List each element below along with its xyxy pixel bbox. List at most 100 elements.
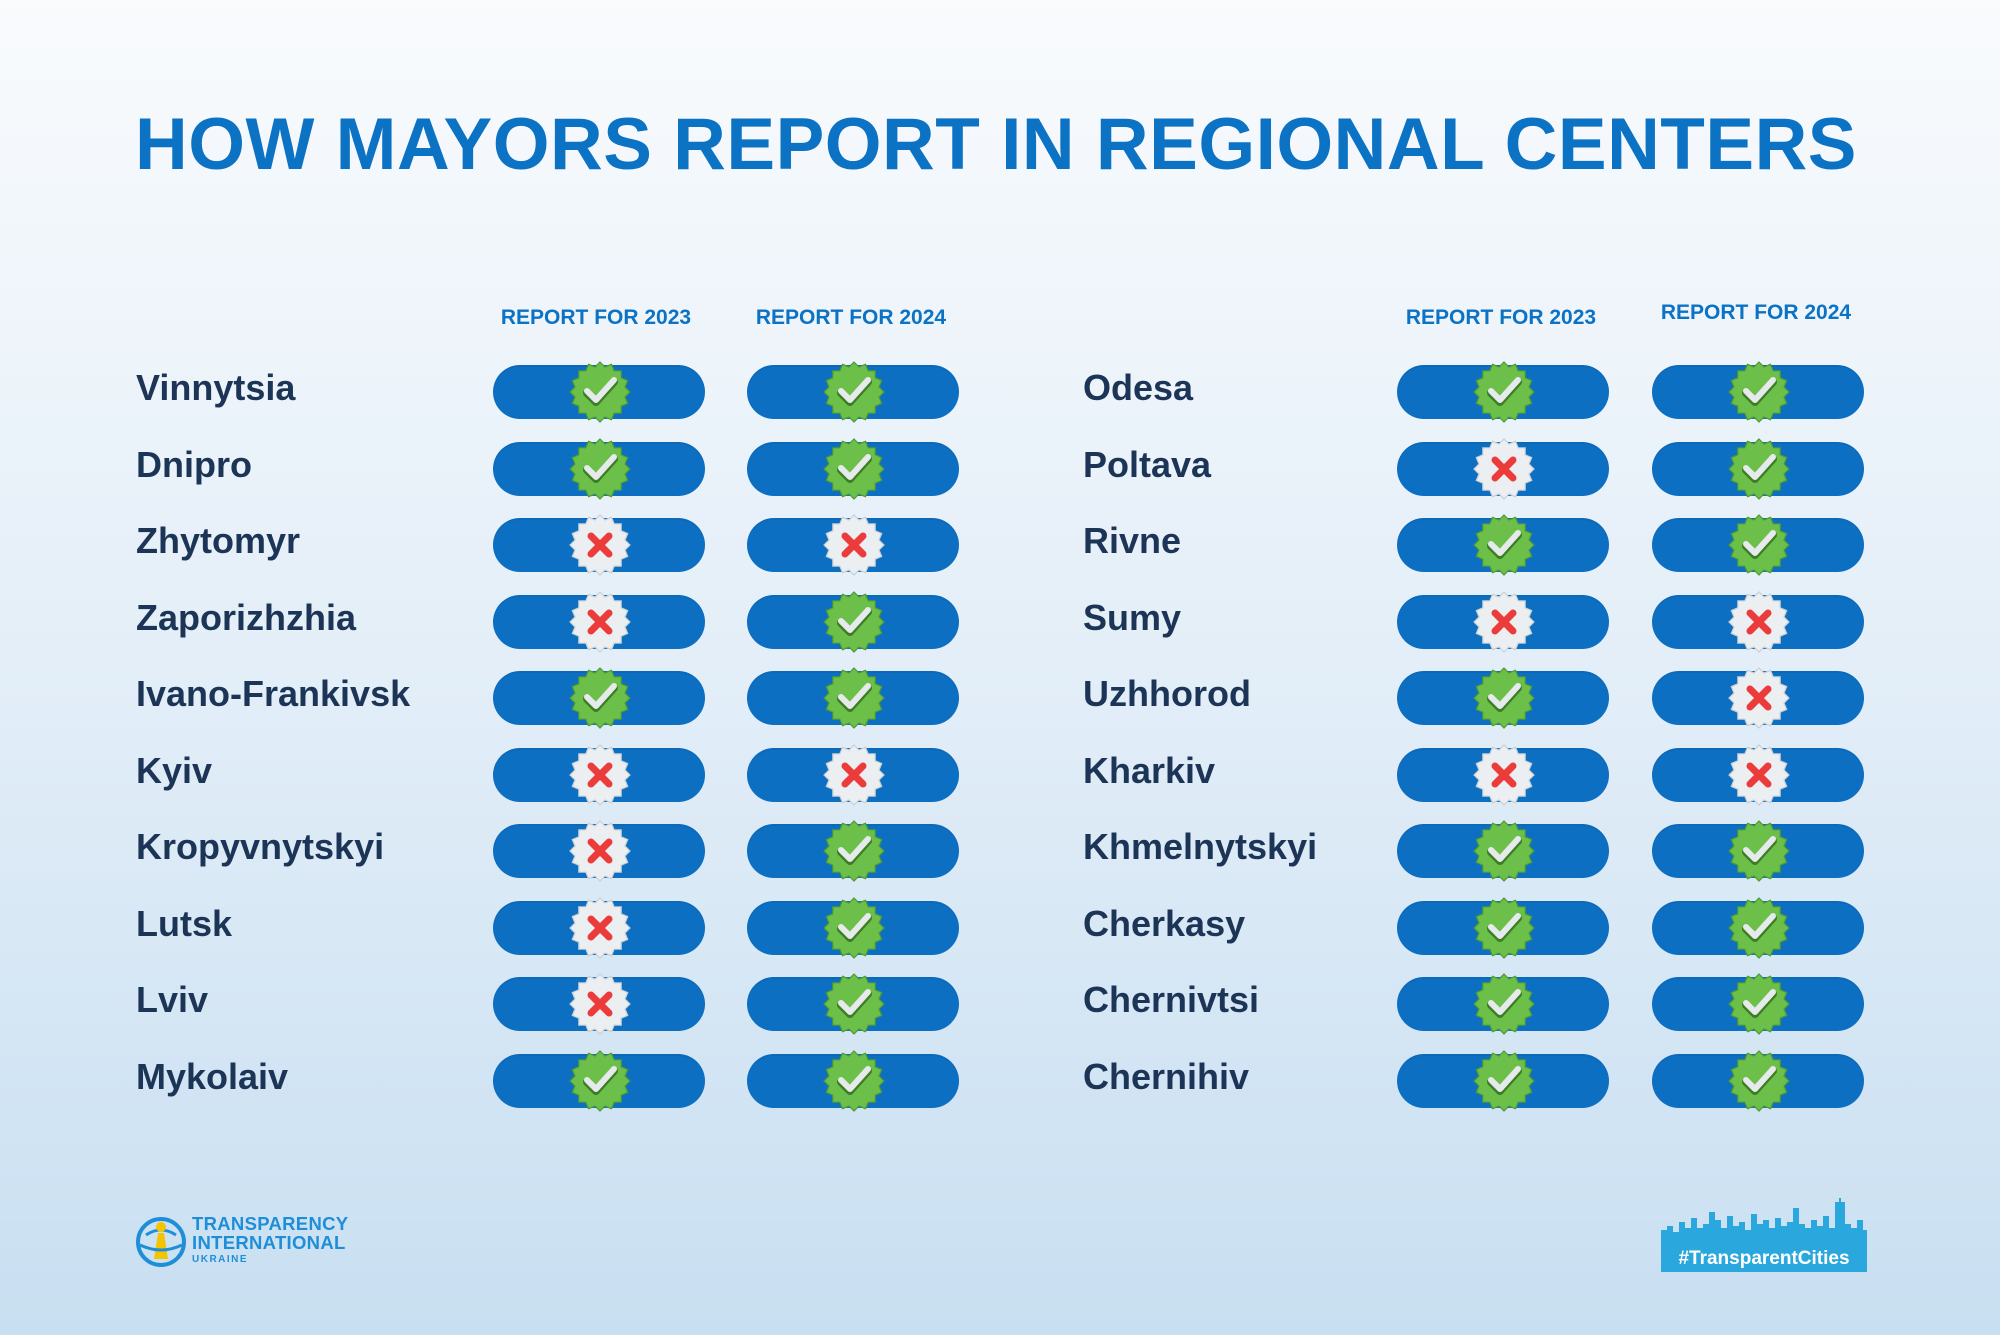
red-cross-badge-icon <box>568 972 632 1036</box>
report-status-2023 <box>493 667 705 729</box>
report-status-2024 <box>747 1049 959 1112</box>
transparency-international-logo: TRANSPARENCY INTERNATIONAL UKRAINE <box>136 1213 376 1271</box>
green-check-badge-icon <box>822 819 886 883</box>
green-check-badge-icon <box>822 666 886 730</box>
city-name: Vinnytsia <box>136 367 296 408</box>
report-status-2023 <box>1397 437 1609 500</box>
red-cross-badge-icon <box>1472 590 1536 654</box>
city-name: Rivne <box>1083 520 1182 561</box>
green-check-badge-icon <box>1727 972 1791 1036</box>
report-status-2023 <box>1397 514 1609 576</box>
city-name: Lutsk <box>136 902 233 944</box>
green-check-badge-icon <box>822 437 886 501</box>
green-check-badge-icon <box>1472 819 1536 883</box>
report-status-2024 <box>747 896 959 959</box>
city-name: Kropyvnytskyi <box>136 826 385 867</box>
report-status-2023 <box>493 437 705 500</box>
green-check-badge-icon <box>1472 1049 1536 1113</box>
report-status-2024 <box>1652 820 1864 882</box>
red-cross-badge-icon <box>568 743 632 807</box>
city-name: Mykolaiv <box>136 1055 289 1097</box>
report-status-2023 <box>493 590 705 653</box>
red-cross-badge-icon <box>1472 437 1536 501</box>
report-status-2024 <box>747 361 959 423</box>
city-name: Cherkasy <box>1083 902 1246 944</box>
green-check-badge-icon <box>1727 437 1791 501</box>
green-check-badge-icon <box>1727 360 1791 424</box>
report-status-2024 <box>747 743 959 806</box>
green-check-badge-icon <box>822 896 886 960</box>
city-name: Sumy <box>1083 596 1182 638</box>
report-status-2024 <box>1652 1049 1864 1112</box>
red-cross-badge-icon <box>568 513 632 577</box>
report-status-2024 <box>747 973 959 1035</box>
green-check-badge-icon <box>568 666 632 730</box>
report-status-2023 <box>493 820 705 882</box>
red-cross-badge-icon <box>1727 743 1791 807</box>
report-status-2023 <box>1397 361 1609 423</box>
report-status-2023 <box>1397 667 1609 729</box>
report-status-2024 <box>1652 590 1864 653</box>
green-check-badge-icon <box>1727 896 1791 960</box>
red-cross-badge-icon <box>568 590 632 654</box>
report-status-2023 <box>1397 743 1609 806</box>
green-check-badge-icon <box>1472 896 1536 960</box>
green-check-badge-icon <box>1727 1049 1791 1113</box>
report-status-2023 <box>1397 973 1609 1035</box>
city-name: Lviv <box>136 979 209 1020</box>
ti-logo-line3: UKRAINE <box>192 1254 249 1265</box>
green-check-badge-icon <box>1727 819 1791 883</box>
page-title: HOW MAYORS REPORT IN REGIONAL CENTERS <box>135 104 1857 185</box>
report-status-2023 <box>1397 1049 1609 1112</box>
report-status-2024 <box>1652 896 1864 959</box>
column-header-left-2023: REPORT FOR 2023 <box>500 306 692 329</box>
city-name: Dnipro <box>136 443 252 485</box>
report-status-2024 <box>1652 973 1864 1035</box>
report-status-2023 <box>493 514 705 576</box>
report-status-2024 <box>1652 743 1864 806</box>
report-status-2024 <box>1652 361 1864 423</box>
red-cross-badge-icon <box>822 513 886 577</box>
city-name: Odesa <box>1083 367 1194 408</box>
transparent-cities-logo: #TransparentCities <box>1661 1198 1867 1272</box>
report-status-2023 <box>1397 590 1609 653</box>
red-cross-badge-icon <box>1727 666 1791 730</box>
report-status-2023 <box>1397 820 1609 882</box>
green-check-badge-icon <box>822 1049 886 1113</box>
green-check-badge-icon <box>1727 513 1791 577</box>
green-check-badge-icon <box>1472 666 1536 730</box>
city-name: Uzhhorod <box>1083 673 1251 714</box>
red-cross-badge-icon <box>568 819 632 883</box>
report-status-2023 <box>493 973 705 1035</box>
green-check-badge-icon <box>822 590 886 654</box>
report-status-2023 <box>1397 896 1609 959</box>
city-name: Khmelnytskyi <box>1083 826 1318 867</box>
green-check-badge-icon <box>568 1049 632 1113</box>
report-status-2023 <box>493 1049 705 1112</box>
red-cross-badge-icon <box>568 896 632 960</box>
green-check-badge-icon <box>568 437 632 501</box>
city-name: Poltava <box>1083 443 1212 485</box>
city-skyline-icon <box>1661 1198 1867 1248</box>
city-name: Zhytomyr <box>136 520 301 561</box>
green-check-badge-icon <box>822 972 886 1036</box>
transparent-cities-hashtag: #TransparentCities <box>1661 1245 1867 1272</box>
city-name: Ivano-Frankivsk <box>136 673 411 714</box>
report-status-2024 <box>1652 437 1864 500</box>
report-status-2024 <box>747 820 959 882</box>
ti-logo-line2: INTERNATIONAL <box>192 1232 346 1253</box>
city-name: Zaporizhzhia <box>136 596 357 638</box>
red-cross-badge-icon <box>1472 743 1536 807</box>
report-status-2024 <box>747 667 959 729</box>
city-name: Chernivtsi <box>1083 979 1260 1020</box>
report-status-2024 <box>747 514 959 576</box>
green-check-badge-icon <box>822 360 886 424</box>
report-status-2024 <box>1652 514 1864 576</box>
city-name: Kyiv <box>136 749 213 791</box>
column-header-left-2024: REPORT FOR 2024 <box>755 306 947 329</box>
green-check-badge-icon <box>1472 513 1536 577</box>
green-check-badge-icon <box>1472 972 1536 1036</box>
green-check-badge-icon <box>1472 360 1536 424</box>
city-name: Chernihiv <box>1083 1055 1250 1097</box>
report-status-2023 <box>493 743 705 806</box>
